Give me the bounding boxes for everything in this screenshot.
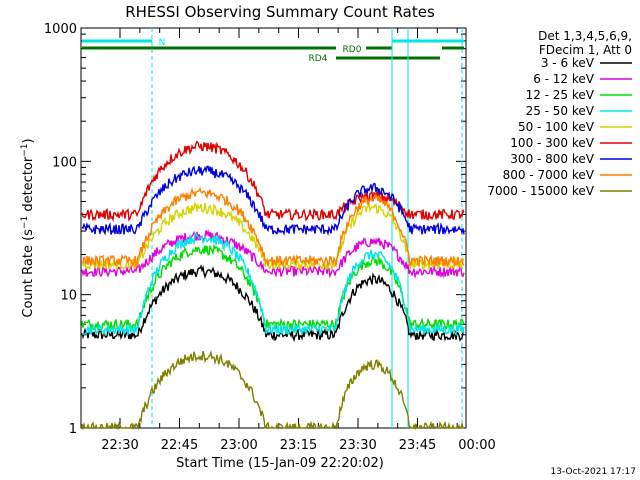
legend-label: 3 - 6 keV xyxy=(541,56,595,70)
legend-header-2: FDecim 1, Att 0 xyxy=(539,43,632,57)
chart-title: RHESSI Observing Summary Count Rates xyxy=(125,3,435,21)
x-axis-label: Start Time (15-Jan-09 22:20:02) xyxy=(176,456,384,471)
legend: Det 1,3,4,5,6,9, FDecim 1, Att 0 3 - 6 k… xyxy=(487,29,632,198)
series-line xyxy=(81,350,465,431)
y-axis-label-end: ) xyxy=(21,138,36,143)
legend-label: 800 - 7000 keV xyxy=(503,168,595,182)
x-tick-label: 23:15 xyxy=(280,438,317,453)
y-tick-label: 1000 xyxy=(44,22,77,37)
x-tick-label: 23:30 xyxy=(339,438,376,453)
x-tick-labels: 22:30 22:45 23:00 23:15 23:30 23:45 00:00 xyxy=(101,438,495,453)
x-tick-label: 22:30 xyxy=(101,438,138,453)
series-group xyxy=(81,140,465,431)
y-tick-label: 100 xyxy=(52,155,77,170)
x-tick-label: 23:00 xyxy=(220,438,257,453)
y-tick-labels: 1 10 100 1000 xyxy=(44,22,77,437)
y-axis-label-mid: detector xyxy=(21,156,36,216)
series-line xyxy=(81,264,465,343)
series-line xyxy=(82,186,465,269)
x-tick-label: 23:45 xyxy=(399,438,436,453)
x-tick-label: 00:00 xyxy=(458,438,495,453)
y-axis-label-main: Count Rate (s xyxy=(21,229,36,318)
legend-label: 7000 - 15000 keV xyxy=(487,184,594,198)
x-tick-label: 22:45 xyxy=(161,438,198,453)
legend-header-1: Det 1,3,4,5,6,9, xyxy=(538,29,632,43)
y-tick-label: 1 xyxy=(69,422,77,437)
legend-label: 300 - 800 keV xyxy=(510,152,594,166)
series-line xyxy=(81,140,465,223)
series-line xyxy=(81,232,465,337)
instrument-flags: N RD0 RD4 xyxy=(82,28,464,428)
night-label: N xyxy=(159,38,166,48)
date-stamp: 13-Oct-2021 17:17 xyxy=(551,467,636,477)
legend-label: 6 - 12 keV xyxy=(533,72,595,86)
rd0-label: RD0 xyxy=(343,45,362,55)
series-line xyxy=(81,201,465,272)
legend-label: 25 - 50 keV xyxy=(526,104,595,118)
y-axis-label-sup2: −1 xyxy=(20,143,30,156)
legend-label: 100 - 300 keV xyxy=(510,136,594,150)
series-line xyxy=(81,165,465,237)
legend-label: 50 - 100 keV xyxy=(518,120,595,134)
rd4-label: RD4 xyxy=(309,54,328,64)
y-tick-label: 10 xyxy=(60,289,77,304)
legend-label: 12 - 25 keV xyxy=(526,88,595,102)
y-axis-label: Count Rate (s−1 detector−1) xyxy=(20,138,36,317)
y-axis-label-sup1: −1 xyxy=(20,216,30,229)
